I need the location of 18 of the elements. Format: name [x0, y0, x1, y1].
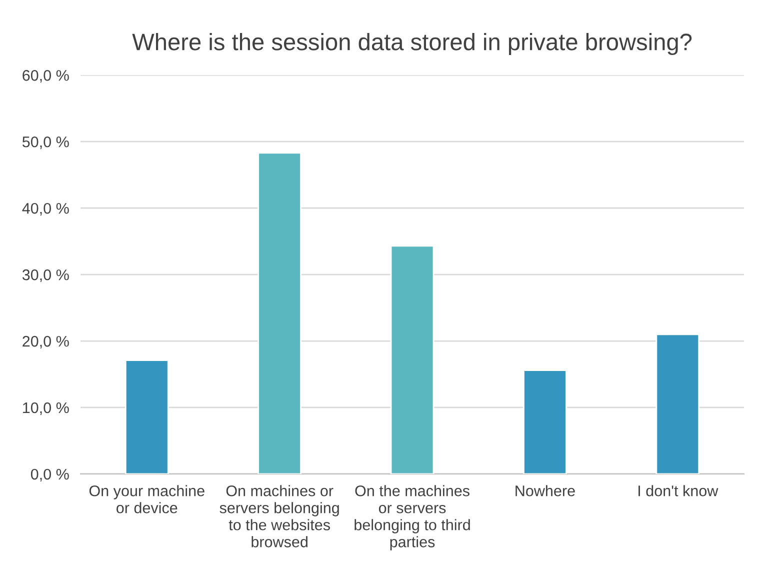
bar: [124, 360, 169, 474]
x-tick-label: Nowhere: [516, 485, 575, 496]
bar: [258, 152, 302, 474]
y-tick-label: 20,0 %: [22, 336, 69, 349]
y-tick-label: 10,0 %: [23, 402, 69, 415]
y-tick-label: 60,0 %: [22, 70, 69, 83]
bar: [390, 245, 434, 474]
y-tick-label: 0,0 %: [30, 468, 69, 482]
chart-title: Where is the session data stored in private browsing?: [132, 33, 692, 56]
y-tick-label: 40,0 %: [22, 202, 69, 216]
x-tick-label: On your machine or device: [89, 485, 204, 514]
x-tick-label: On the machines or servers belonging to third parties: [354, 485, 470, 550]
x-tick-label: I don't know: [638, 485, 718, 496]
y-tick-label: 30,0 %: [22, 269, 69, 282]
x-tick-label: On machines or servers belonging to the websites browsed: [220, 485, 339, 548]
bar: [656, 334, 700, 474]
y-tick-label: 50,0 %: [22, 136, 69, 150]
bar: [523, 370, 567, 474]
